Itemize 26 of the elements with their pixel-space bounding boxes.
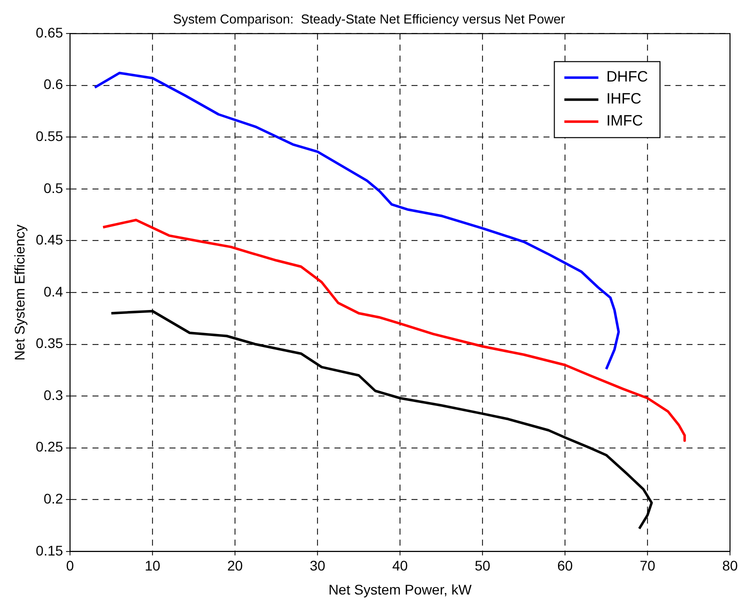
x-tick-label: 30	[310, 558, 326, 574]
y-tick-label: 0.55	[36, 128, 64, 144]
legend-label: DHFC	[606, 68, 648, 86]
y-tick-label: 0.3	[44, 386, 64, 403]
x-tick-label: 70	[640, 558, 656, 574]
y-tick-label: 0.6	[44, 76, 64, 92]
x-tick-label: 0	[66, 558, 74, 574]
x-tick-label: 80	[722, 558, 738, 574]
y-tick-label: 0.2	[44, 490, 64, 506]
x-tick-label: 50	[474, 558, 491, 574]
x-tick-label: 10	[144, 558, 161, 574]
x-tick-label: 20	[227, 558, 244, 574]
x-axis-title: Net System Power, kW	[328, 581, 472, 598]
x-tick-label: 60	[557, 558, 574, 574]
y-tick-label: 0.35	[36, 335, 64, 352]
y-tick-label: 0.5	[44, 180, 64, 196]
legend-label: IMFC	[606, 112, 644, 130]
y-tick-label: 0.25	[36, 438, 64, 455]
y-tick-label: 0.65	[36, 24, 64, 40]
y-tick-label: 0.15	[36, 542, 64, 558]
y-tick-label: 0.45	[36, 232, 64, 248]
chart-title: System Comparison: Steady-State Net Efficiency versus Net Power	[172, 11, 566, 26]
y-axis-title: Net System Efficiency	[11, 224, 28, 360]
y-tick-label: 0.4	[44, 283, 64, 300]
legend-label: IHFC	[606, 90, 642, 108]
x-tick-label: 40	[392, 558, 408, 574]
